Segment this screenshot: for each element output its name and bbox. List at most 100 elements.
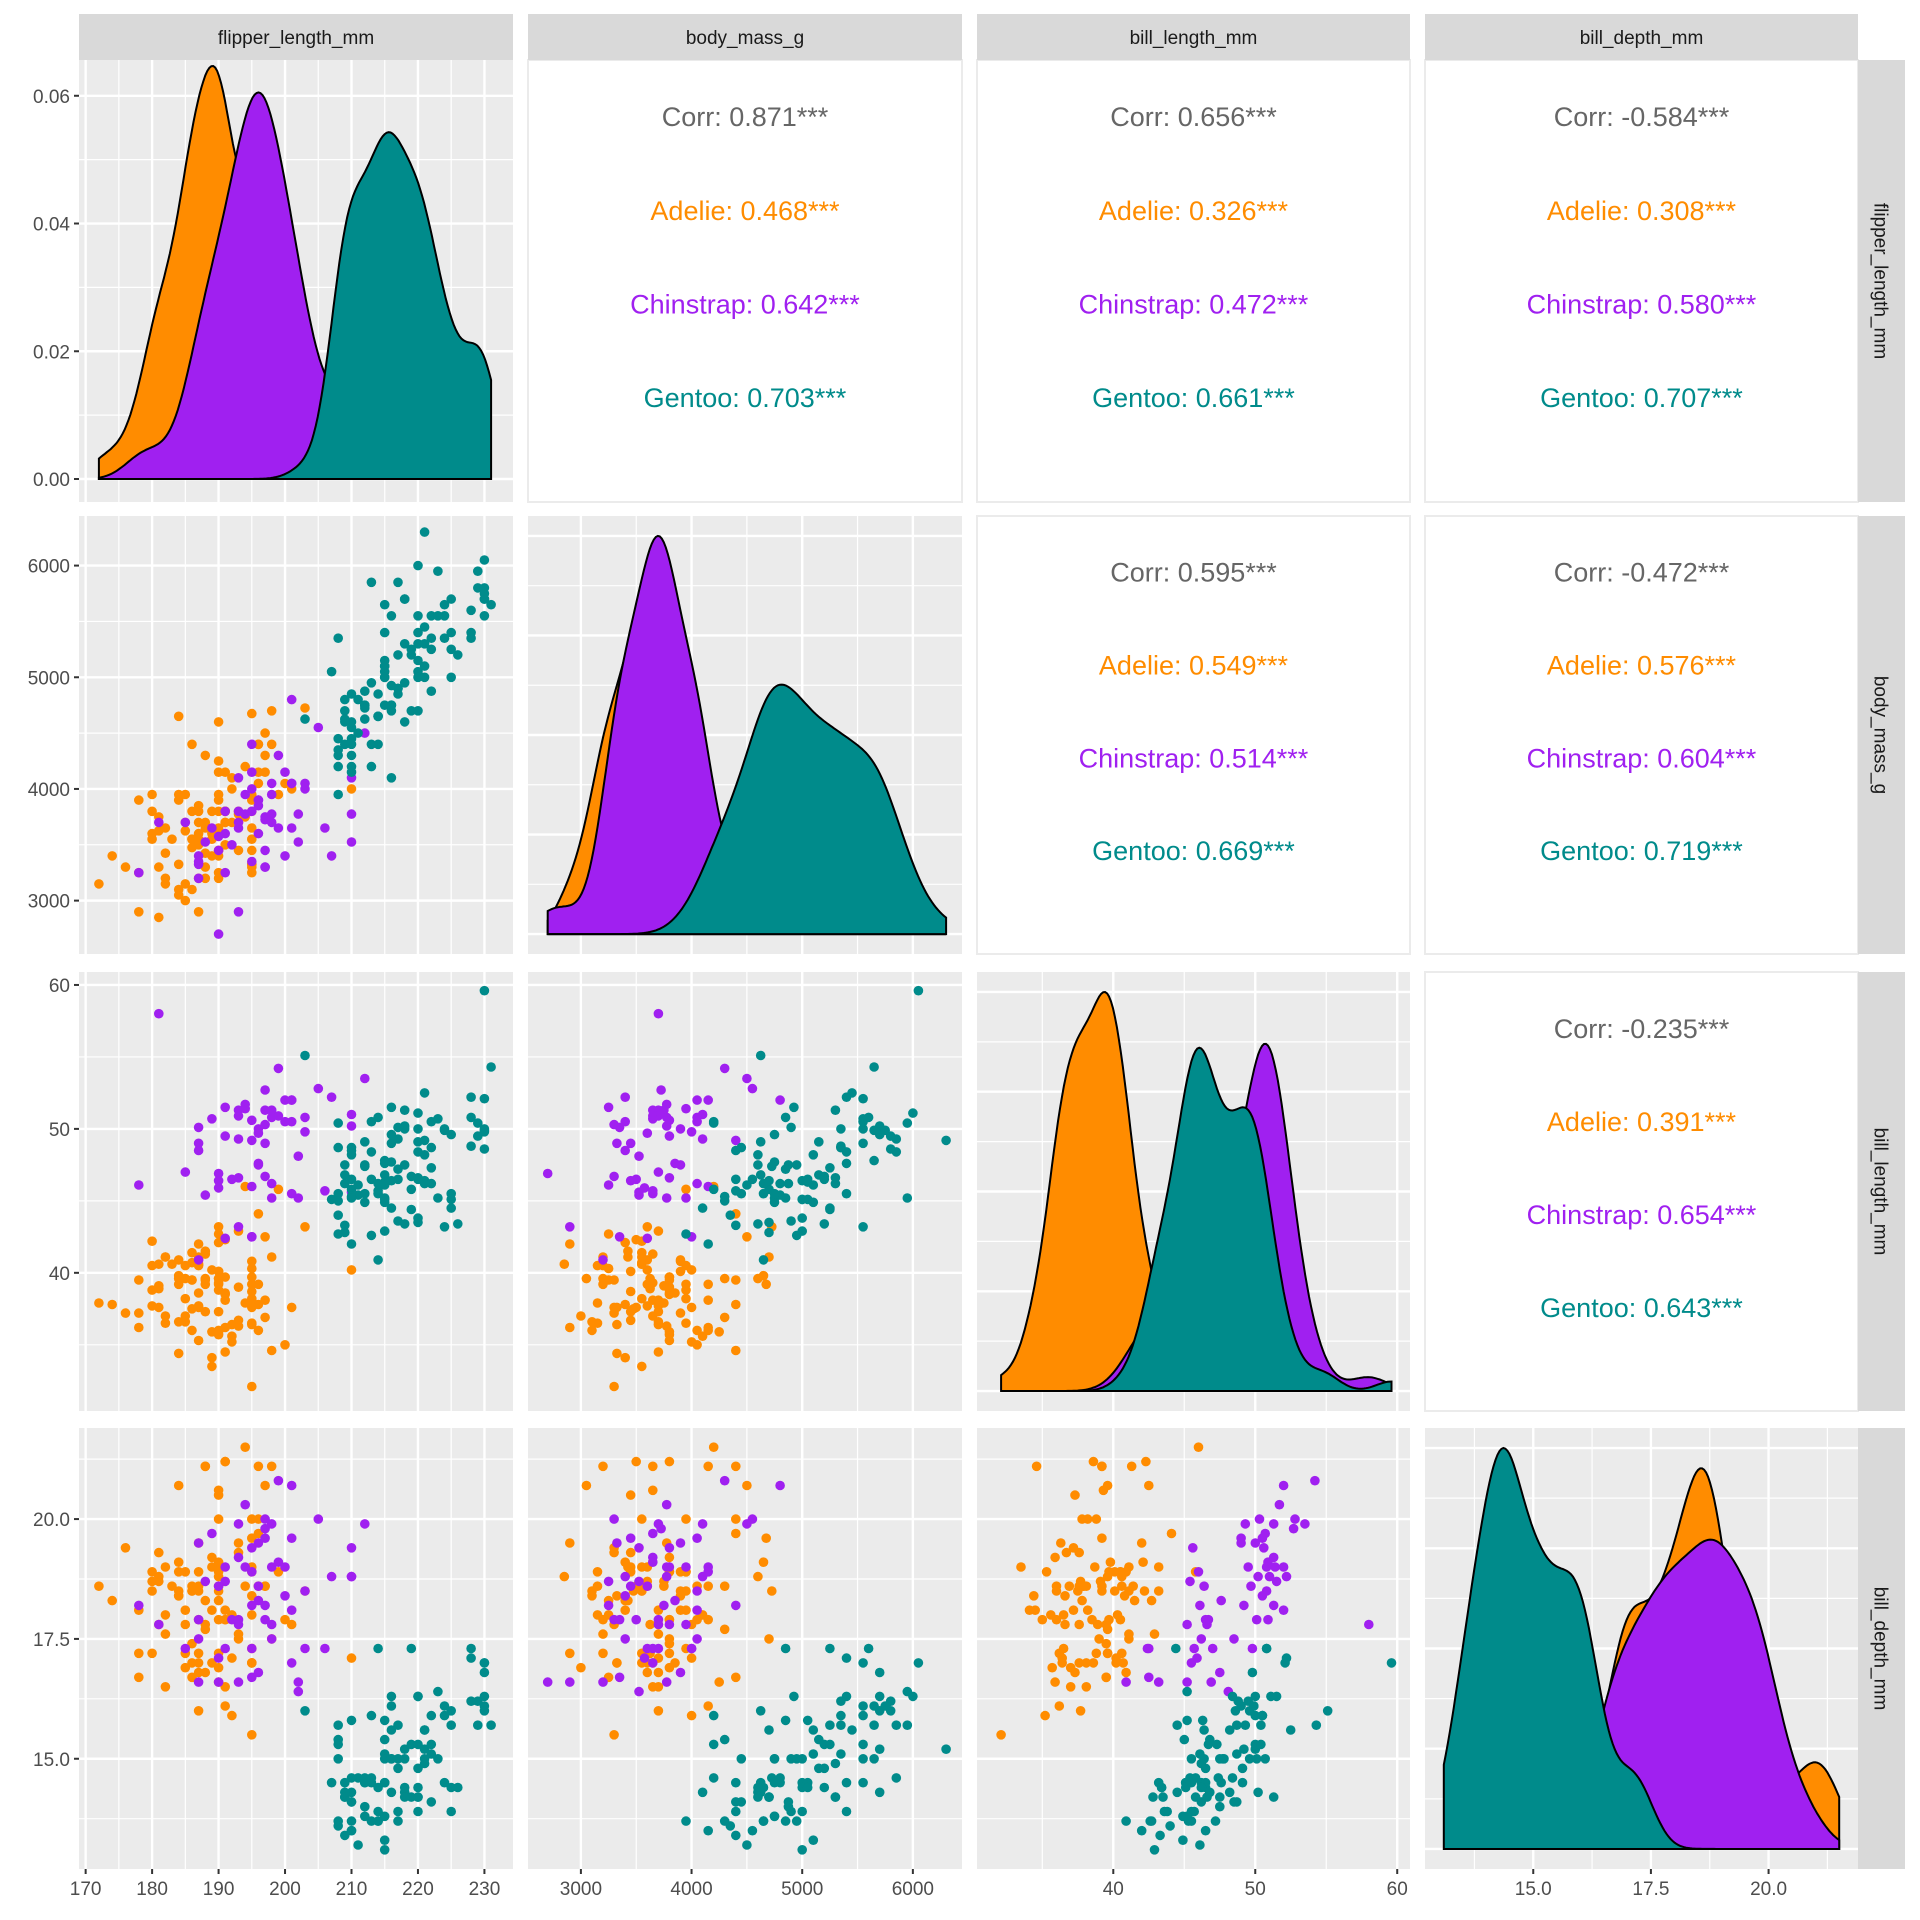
corr-overall: Corr: 0.871*** [662,102,829,132]
point-adelie [200,817,211,828]
y-tick-label: 6000 [28,557,70,578]
point-gentoo [1189,1806,1199,1817]
point-chinstrap [193,1677,204,1687]
point-adelie [193,1335,204,1346]
point-gentoo [731,1145,741,1156]
point-chinstrap [692,1586,702,1596]
strip-top-body_mass_g [528,14,962,60]
point-adelie [247,1658,257,1668]
point-chinstrap [686,1643,697,1654]
point-gentoo [379,700,390,710]
point-adelie [703,1322,713,1333]
point-gentoo [393,1754,403,1764]
point-gentoo [413,627,423,638]
point-gentoo [413,1217,423,1228]
point-chinstrap [1239,1600,1249,1611]
point-gentoo [386,680,397,691]
panel-bill_length_mm-bill_depth_mm: Corr: -0.235*** Adelie: 0.391*** Chinstrap… [1424,971,1859,1412]
point-gentoo [1146,1816,1157,1826]
point-chinstrap [233,907,244,917]
point-chinstrap [193,856,204,867]
point-gentoo [825,1643,835,1654]
point-gentoo [902,1193,913,1203]
point-gentoo [703,1825,713,1836]
x-tick-label: 180 [136,1879,168,1900]
point-adelie [173,1591,184,1601]
point-adelie [1068,1605,1079,1615]
point-gentoo [446,1203,457,1213]
point-gentoo [747,1174,758,1185]
point-chinstrap [253,1128,264,1138]
point-adelie [742,1480,752,1491]
point-chinstrap [266,809,277,819]
point-chinstrap [1364,1619,1374,1630]
point-gentoo [346,767,357,777]
point-chinstrap [286,1116,297,1127]
point-adelie [247,1286,257,1297]
point-gentoo [373,1186,383,1196]
point-gentoo [486,1062,496,1072]
point-gentoo [360,686,370,696]
point-adelie [193,1567,204,1577]
point-gentoo [386,1725,397,1735]
point-adelie [731,1461,741,1472]
point-chinstrap [775,1480,785,1491]
point-gentoo [1215,1792,1225,1802]
point-gentoo [333,1739,344,1750]
point-chinstrap [134,867,144,878]
point-chinstrap [625,1533,636,1543]
point-adelie [200,750,211,761]
point-adelie [147,1236,157,1246]
x-tick-label: 50 [1245,1879,1266,1900]
point-gentoo [399,717,410,727]
point-adelie [180,1619,191,1630]
point-adelie [731,1299,741,1310]
point-adelie [559,1259,570,1269]
point-gentoo [697,1203,708,1213]
point-gentoo [466,1653,476,1663]
panel-bill_depth_mm-flipper_length_mm [79,1428,513,1869]
point-chinstrap [220,1233,230,1244]
point-chinstrap [719,1475,730,1486]
point-adelie [213,767,224,777]
point-chinstrap [247,1115,257,1126]
point-chinstrap [1250,1538,1261,1548]
point-chinstrap [240,1103,250,1114]
point-gentoo [373,1643,383,1654]
point-gentoo [753,1160,763,1170]
point-gentoo [346,1193,357,1203]
point-adelie [266,1252,277,1262]
point-gentoo [764,1792,774,1802]
point-adelie [233,1538,244,1548]
point-gentoo [836,1710,846,1721]
point-chinstrap [253,1538,264,1548]
point-adelie [719,1624,730,1635]
strip-label-bill_length_mm: bill_length_mm [1130,28,1258,49]
point-adelie [147,1648,157,1659]
point-chinstrap [653,1614,664,1625]
point-chinstrap [661,1562,672,1572]
point-gentoo [874,1787,885,1798]
point-adelie [187,739,197,750]
point-gentoo [1199,1725,1209,1735]
panel-body_mass_g-bill_length_mm: Corr: 0.595*** Adelie: 0.549*** Chinstrap:… [976,515,1411,955]
point-gentoo [333,761,344,772]
point-adelie [346,1265,357,1275]
point-gentoo [1240,1720,1251,1730]
point-chinstrap [266,1562,277,1572]
y-tick-label: 20.0 [33,1510,70,1531]
point-gentoo [300,1706,310,1716]
point-adelie [173,884,184,895]
point-chinstrap [247,1543,257,1553]
point-gentoo [386,1102,397,1113]
point-chinstrap [1229,1634,1239,1644]
point-gentoo [340,706,350,716]
point-adelie [1090,1562,1100,1572]
point-adelie [714,1677,724,1687]
point-adelie [147,789,157,800]
point-gentoo [880,1701,890,1711]
point-adelie [220,817,230,828]
point-chinstrap [293,1193,304,1203]
point-adelie [247,834,257,844]
point-chinstrap [313,722,324,733]
